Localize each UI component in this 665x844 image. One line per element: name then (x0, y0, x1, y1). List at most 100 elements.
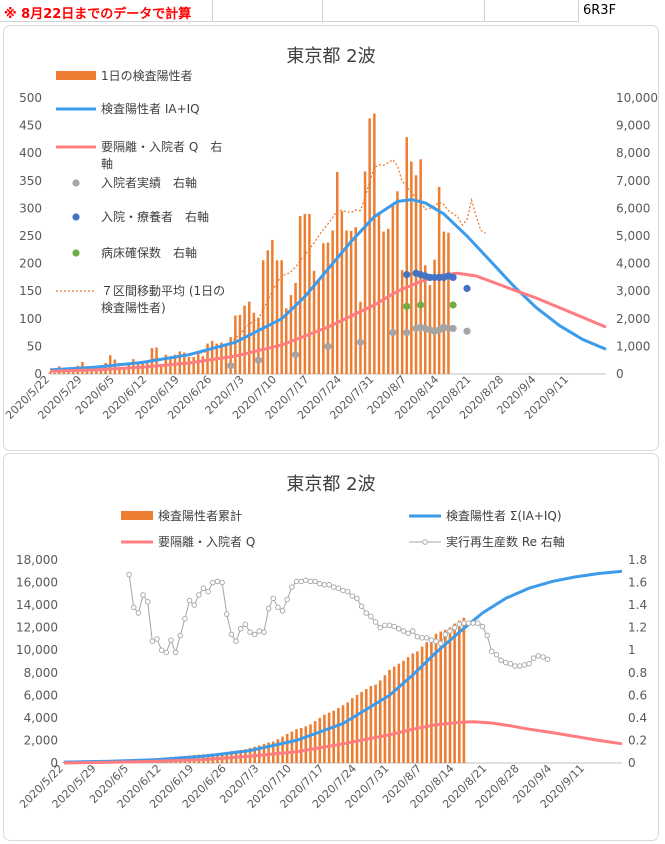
header-cell[interactable] (484, 0, 579, 22)
legend-label: 検査陽性者 IA+IQ (101, 102, 200, 116)
re-marker (382, 622, 388, 629)
y-right-tick-label: 1.6 (628, 576, 647, 590)
legend-swatch-marker (72, 213, 80, 221)
cumulative-positive-bar (402, 660, 405, 763)
re-marker (503, 659, 509, 666)
re-marker (303, 577, 309, 584)
re-marker (354, 595, 360, 602)
daily-positive-bar (317, 281, 320, 374)
header-cell[interactable] (322, 0, 485, 22)
re-marker (340, 587, 346, 594)
cumulative-chart: 東京都 2波 0 2,000 4,000 6,000 8,000 10,000 12,000 1… (16, 474, 647, 811)
inpatient-recuperating-marker (463, 284, 471, 293)
y-right-tick-label: 2,000 (616, 312, 650, 326)
legend-label: 入院者実績 右軸 (101, 175, 197, 190)
y-right-tick-label: 0 (616, 367, 624, 381)
daily-positive-bar (257, 317, 260, 374)
daily-positive-bar (187, 356, 191, 374)
y-left-tick-label: 6,000 (24, 688, 58, 702)
y-left-tick-label: 400 (19, 146, 42, 160)
y-right-tick-label: 0.6 (628, 688, 647, 702)
re-marker (265, 605, 272, 612)
inpatient-actual-marker (254, 356, 263, 364)
chart-title: 東京都 2波 (286, 474, 375, 495)
daily-positive-chart: 東京都 2波 0 50 100 150 200 250 300 350 400 450 500 0 1,0… (3, 46, 658, 422)
y-left-tick-label: 250 (19, 229, 42, 243)
beds-secured-marker (403, 302, 411, 310)
y-right-tick-label: 8,000 (616, 146, 650, 160)
y-left-tick-label: 0 (50, 756, 58, 770)
cumulative-positive-bar (346, 702, 349, 763)
re-marker (326, 582, 332, 588)
y-right-tick-label: 9,000 (616, 119, 650, 133)
re-marker (200, 585, 207, 591)
daily-positive-bar (238, 314, 242, 374)
y-right-tick-label: 1.8 (628, 553, 647, 567)
re-marker (540, 654, 546, 660)
cumulative-positive-bar (378, 680, 382, 763)
legend-swatch-marker (72, 249, 80, 257)
re-marker (307, 578, 314, 585)
daily-positive-bar (197, 352, 200, 374)
inpatient-actual-marker (403, 329, 411, 337)
legend-swatch-marker (422, 539, 428, 545)
header-cell[interactable] (0, 0, 213, 22)
re-marker (261, 629, 267, 635)
cumulative-positive-bar (411, 653, 415, 763)
isolation-model-line (49, 271, 607, 373)
daily-positive-bar (363, 171, 367, 374)
re-marker (279, 607, 286, 614)
y-left-tick-label: 300 (19, 201, 42, 215)
inpatient-actual-marker (449, 324, 457, 333)
daily-positive-bar (303, 213, 307, 374)
chart-panel-cumulative[interactable]: 東京都 2波 0 2,000 4,000 6,000 8,000 10,000 12,000 1… (3, 453, 659, 841)
re-marker (410, 628, 416, 634)
y-left-tick-label: 50 (27, 339, 42, 353)
daily-positive-bar (275, 260, 279, 374)
inpatient-actual-marker (389, 329, 397, 337)
cumulative-positive-bar (355, 694, 359, 763)
re-marker (400, 628, 407, 634)
daily-positive-bar (248, 301, 251, 374)
daily-positive-bar (285, 308, 288, 374)
re-marker (293, 578, 300, 585)
legend-label: 要隔離・入院者 Q (158, 535, 255, 549)
re-marker (363, 610, 370, 616)
re-marker (158, 647, 165, 653)
daily-positive-bar (396, 191, 399, 374)
re-marker (442, 631, 449, 638)
daily-positive-bar (289, 295, 293, 374)
y-right-tick-label: 3,000 (616, 284, 650, 298)
re-marker (507, 661, 514, 667)
re-marker (489, 648, 495, 655)
y-right-tick-label: 0.4 (628, 711, 647, 725)
cell-code: 6R3F (583, 3, 617, 18)
re-marker (396, 626, 402, 632)
y-right-tick-label: 10,000 (616, 91, 658, 105)
re-marker (186, 597, 193, 604)
chart-panel-daily[interactable]: 東京都 2波 0 50 100 150 200 250 300 350 400 450 500 0 1,0… (3, 25, 659, 451)
daily-positive-bar (400, 270, 404, 374)
re-marker (344, 588, 351, 595)
header-cell[interactable] (212, 0, 323, 22)
re-marker (475, 620, 481, 626)
cumulative-positive-bar (267, 742, 270, 763)
re-marker (498, 657, 504, 664)
re-marker (526, 661, 532, 667)
cumulative-positive-bar (383, 675, 387, 763)
re-marker (423, 635, 430, 641)
re-marker (414, 633, 421, 640)
daily-positive-bar (424, 265, 427, 374)
legend-label: 入院・療養者 右軸 (101, 209, 209, 224)
re-marker (126, 571, 132, 578)
daily-positive-bar (442, 231, 446, 374)
y-right-tick-label: 1.4 (628, 598, 647, 612)
spreadsheet-header-row: ※ 8月22日までのデータで計算 6R3F (0, 0, 665, 22)
cumulative-positive-bar (295, 729, 298, 763)
re-marker (428, 637, 435, 643)
re-marker (172, 649, 179, 656)
y-left-tick-label: 10,000 (16, 643, 58, 657)
re-marker (154, 636, 160, 642)
re-marker (242, 621, 249, 628)
daily-positive-bar (322, 243, 325, 374)
